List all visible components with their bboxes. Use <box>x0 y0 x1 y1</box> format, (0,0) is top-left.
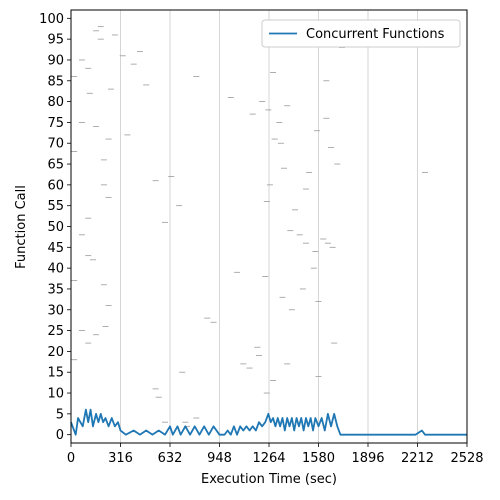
x-tick-label: 1896 <box>351 451 384 466</box>
y-tick-label: 10 <box>47 387 64 402</box>
y-tick-label: 20 <box>47 345 64 360</box>
y-tick-label: 100 <box>39 12 64 27</box>
y-axis-ticks: 0 5 10 15 20 25 30 35 40 45 50 55 60 65 70 75 80 85 90 95 10… <box>39 12 71 443</box>
y-tick-label: 95 <box>47 33 64 48</box>
y-axis-label: Function Call <box>14 185 29 269</box>
y-tick-label: 45 <box>47 241 64 256</box>
y-tick-label: 40 <box>47 262 64 277</box>
y-tick-label: 85 <box>47 74 64 89</box>
x-tick-label: 948 <box>207 451 232 466</box>
y-tick-label: 15 <box>47 366 64 381</box>
y-tick-label: 5 <box>56 407 64 422</box>
y-tick-label: 75 <box>47 116 64 131</box>
y-tick-label: 25 <box>47 324 64 339</box>
x-axis-label: Execution Time (sec) <box>201 472 337 487</box>
y-tick-label: 70 <box>47 137 64 152</box>
y-tick-label: 50 <box>47 220 64 235</box>
x-tick-label: 0 <box>67 451 75 466</box>
x-tick-label: 1580 <box>302 451 335 466</box>
x-tick-label: 316 <box>108 451 133 466</box>
y-tick-label: 80 <box>47 95 64 110</box>
x-tick-label: 1264 <box>252 451 285 466</box>
x-tick-label: 2528 <box>450 451 483 466</box>
y-tick-label: 30 <box>47 303 64 318</box>
x-axis-ticks: 0 316 632 948 1264 1580 1896 2212 2528 <box>67 443 484 466</box>
x-tick-label: 2212 <box>401 451 434 466</box>
y-tick-label: 35 <box>47 282 64 297</box>
legend-label: Concurrent Functions <box>306 27 445 42</box>
y-tick-label: 0 <box>56 428 64 443</box>
y-tick-label: 60 <box>47 178 64 193</box>
x-tick-label: 632 <box>158 451 183 466</box>
y-tick-label: 55 <box>47 199 64 214</box>
legend: Concurrent Functions <box>262 20 460 47</box>
y-tick-label: 65 <box>47 158 64 173</box>
y-tick-label: 90 <box>47 53 64 68</box>
